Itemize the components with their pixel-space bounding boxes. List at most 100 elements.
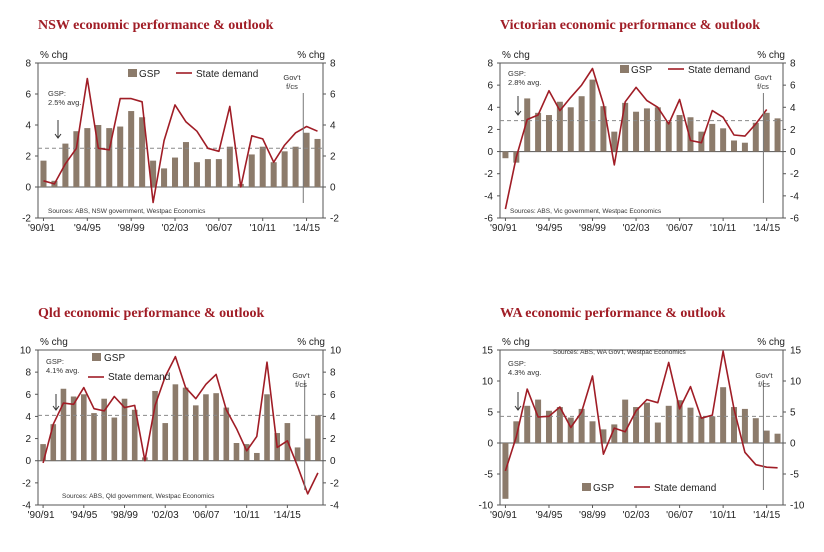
gsp-bar	[731, 407, 738, 443]
gsp-bar	[535, 399, 542, 443]
y-tick-label-right: -4	[790, 191, 799, 202]
y-tick-label-right: 8	[330, 368, 336, 379]
gsp-bar	[589, 421, 596, 443]
gsp-bar	[720, 128, 727, 152]
state-demand-line	[43, 77, 318, 204]
average-label: 4.1% avg.	[46, 366, 79, 375]
gsp-bar	[203, 394, 209, 461]
y-tick-label-right: 8	[790, 59, 796, 70]
gsp-bar	[622, 399, 629, 443]
gsp-bar	[643, 108, 650, 152]
y-tick-label-left: 6	[25, 390, 31, 401]
gsp-bar	[763, 112, 770, 152]
y-tick-label-right: 10	[790, 377, 802, 388]
y-tick-label-right: 8	[330, 59, 336, 70]
gsp-bar	[84, 128, 91, 187]
forecast-label: Gov't	[755, 371, 773, 380]
gsp-bar	[774, 433, 781, 443]
y-tick-label-left: -6	[484, 214, 493, 225]
legend-swatch-gsp	[620, 65, 629, 73]
y-tick-label-right: 0	[790, 147, 796, 158]
legend-label-demand: State demand	[196, 69, 258, 80]
y-tick-label-right: 4	[330, 121, 336, 132]
y-axis-title-right: % chg	[297, 337, 325, 348]
x-tick-label: '14/15	[753, 510, 780, 521]
x-tick-label: '14/15	[274, 510, 301, 521]
forecast-label: f/cs	[286, 82, 298, 91]
chart-title: Qld economic performance & outlook	[38, 306, 265, 321]
y-tick-label-right: -6	[790, 214, 799, 225]
source-note: Sources: ABS, Vic government, Westpac Ec…	[510, 208, 662, 215]
average-arrowhead	[52, 405, 60, 411]
gsp-bar	[281, 151, 288, 187]
legend-swatch-gsp	[582, 483, 591, 491]
gsp-bar	[589, 79, 596, 152]
state-demand-line	[504, 67, 768, 210]
gsp-bar	[578, 96, 585, 152]
y-tick-label-right: 10	[330, 346, 342, 357]
x-tick-label: '14/15	[753, 223, 780, 234]
plot-frame	[499, 349, 784, 506]
y-tick-label-right: 0	[330, 456, 336, 467]
y-tick-label-left: -2	[484, 169, 493, 180]
gsp-bar	[182, 142, 189, 187]
average-arrowhead	[514, 110, 522, 116]
gsp-bar	[611, 131, 618, 152]
chart-2: % chg % chg -4 -4 -2 -2 0 0 2 2 4 4 6 6 8 8 10 10 Gov'tf/c…	[20, 337, 342, 521]
y-tick-label-left: 6	[487, 81, 493, 92]
x-tick-label: '06/07	[192, 510, 219, 521]
source-note: Sources: ABS, NSW government, Westpac Ec…	[48, 208, 206, 215]
y-axis-title-right: % chg	[757, 337, 785, 348]
gsp-bar	[741, 142, 748, 152]
y-tick-label-left: -4	[484, 191, 493, 202]
gsp-bar	[264, 394, 270, 461]
gsp-bar	[182, 387, 189, 461]
x-tick-label: '02/03	[162, 223, 189, 234]
forecast-label: Gov't	[292, 371, 310, 380]
y-tick-label-right: -2	[330, 478, 339, 489]
y-tick-label-left: 0	[25, 183, 31, 194]
gsp-bar	[40, 444, 46, 461]
gsp-bar	[162, 423, 169, 461]
gsp-bar	[150, 160, 157, 187]
gsp-bar	[270, 162, 277, 187]
y-axis-title-left: % chg	[40, 337, 68, 348]
y-tick-label-right: 0	[330, 183, 336, 194]
gsp-bar	[622, 102, 629, 152]
legend-label-gsp: GSP	[631, 65, 652, 76]
y-tick-label-right: 0	[790, 439, 796, 450]
x-tick-label: '90/91	[490, 223, 517, 234]
gsp-bar	[304, 438, 311, 461]
gsp-bar	[106, 128, 113, 187]
gsp-bar	[259, 146, 266, 187]
y-axis-title-left: % chg	[502, 337, 530, 348]
legend-swatch-gsp	[128, 69, 137, 77]
y-tick-label-left: -2	[22, 478, 31, 489]
gsp-bar	[524, 405, 531, 443]
forecast-label: f/cs	[757, 82, 769, 91]
gsp-bar	[294, 447, 301, 461]
y-tick-label-left: 0	[487, 147, 493, 158]
gsp-bar	[70, 396, 77, 461]
gsp-bar	[139, 117, 146, 187]
gsp-bar	[545, 115, 552, 152]
y-tick-label-left: 2	[25, 434, 31, 445]
y-tick-label-right: 4	[790, 103, 796, 114]
source-note: Sources: ABS, Qld government, Westpac Ec…	[62, 493, 215, 500]
gsp-bar	[292, 146, 299, 187]
y-tick-label-left: 4	[25, 412, 31, 423]
y-axis-title-right: % chg	[297, 50, 325, 61]
gsp-bar	[193, 162, 200, 187]
x-tick-label: '94/95	[536, 223, 563, 234]
legend-label-demand: State demand	[654, 483, 716, 494]
gsp-bar	[161, 168, 168, 187]
gsp-bar	[95, 125, 102, 187]
gsp-bar	[81, 394, 87, 461]
average-label: 4.3% avg.	[508, 368, 541, 377]
gsp-bar	[172, 157, 179, 187]
y-axis-title-left: % chg	[502, 50, 530, 61]
plot-frame	[499, 62, 784, 219]
gsp-bar	[731, 140, 738, 152]
average-arrowhead	[54, 133, 62, 139]
gsp-bar	[60, 388, 67, 461]
